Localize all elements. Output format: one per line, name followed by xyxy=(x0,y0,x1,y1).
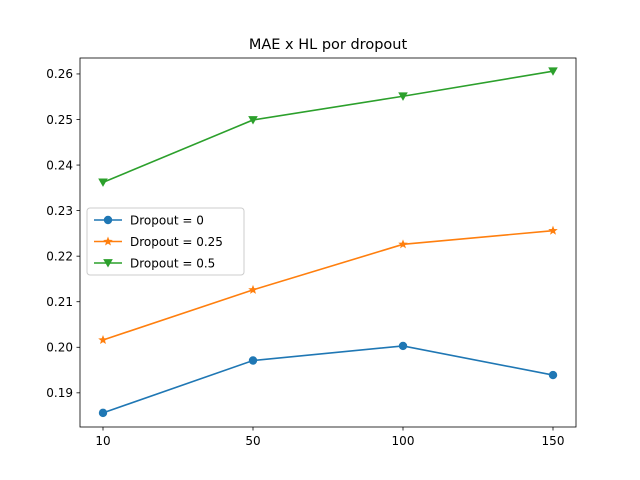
data-point xyxy=(98,408,108,418)
x-tick-label: 150 xyxy=(542,434,565,448)
x-tick-label: 10 xyxy=(95,434,110,448)
legend-box xyxy=(86,207,245,276)
plot-frame xyxy=(79,57,577,428)
plot-area: 10 50 100 150 0.19 0.20 0.21 0.22 0.23 0.24 0.25 0.… xyxy=(46,57,577,448)
series-line-0 xyxy=(102,345,554,414)
data-point xyxy=(248,116,258,125)
data-point xyxy=(548,67,558,76)
data-point xyxy=(398,239,408,249)
legend-label: Dropout = 0.5 xyxy=(130,256,215,270)
series-line-2 xyxy=(102,70,554,184)
y-tick-label: 0.26 xyxy=(46,67,73,81)
series-line-1 xyxy=(102,229,554,341)
legend-marker xyxy=(103,236,113,246)
y-tick-label: 0.23 xyxy=(46,204,73,218)
data-point xyxy=(398,341,408,351)
legend-marker xyxy=(103,215,113,225)
legend-marker xyxy=(103,259,113,268)
y-tick-label: 0.21 xyxy=(46,295,73,309)
y-tick-label: 0.22 xyxy=(46,249,73,263)
y-tick-label: 0.20 xyxy=(46,341,73,355)
data-point xyxy=(248,284,258,294)
data-point xyxy=(548,225,558,235)
legend-label: Dropout = 0.25 xyxy=(130,235,223,249)
data-point xyxy=(248,356,258,365)
x-tick-label: 100 xyxy=(392,434,415,448)
y-tick-label: 0.24 xyxy=(46,158,73,172)
x-tick-label: 50 xyxy=(245,434,260,448)
y-tick-label: 0.19 xyxy=(46,386,73,400)
data-point xyxy=(98,334,108,345)
y-tick-label: 0.25 xyxy=(46,113,73,127)
data-point xyxy=(398,92,408,101)
data-point xyxy=(548,370,558,380)
legend-label: Dropout = 0 xyxy=(130,213,204,227)
chart-title: MAE x HL por dropout xyxy=(249,37,408,53)
data-point xyxy=(98,178,108,187)
